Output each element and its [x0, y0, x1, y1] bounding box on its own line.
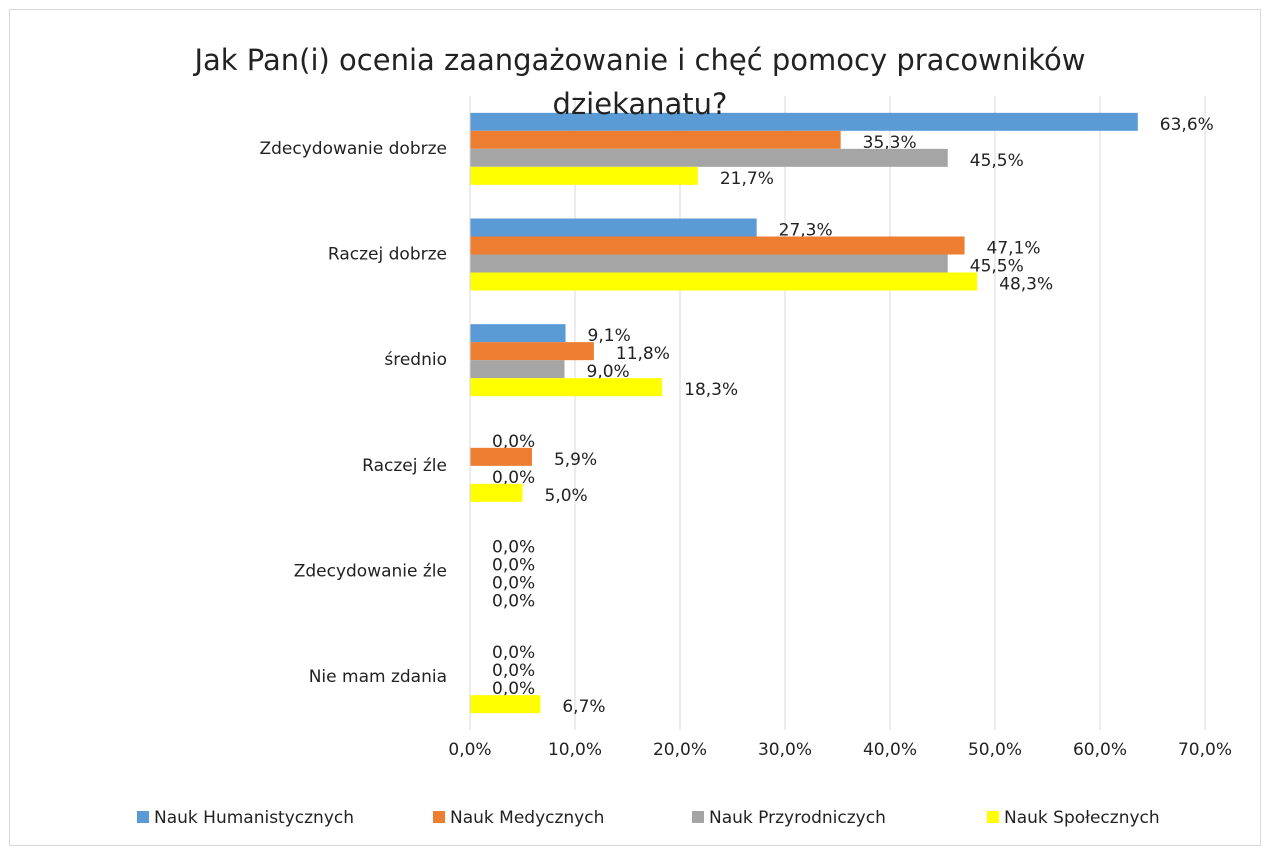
legend-swatch — [433, 811, 445, 823]
legend-label: Nauk Społecznych — [1004, 808, 1160, 828]
x-tick-label: 60,0% — [1073, 740, 1127, 760]
data-label: 0,0% — [492, 432, 535, 452]
y-tick-label: Raczej źle — [362, 456, 447, 476]
bar — [470, 483, 523, 502]
bar — [470, 112, 1138, 131]
data-label: 48,3% — [999, 275, 1053, 295]
legend-swatch — [137, 811, 149, 823]
data-label: 47,1% — [987, 239, 1041, 259]
legend-swatch — [692, 811, 704, 823]
data-label: 45,5% — [970, 257, 1024, 277]
x-tick-label: 30,0% — [758, 740, 812, 760]
data-label: 0,0% — [492, 661, 535, 681]
x-tick-label: 40,0% — [863, 740, 917, 760]
x-tick-label: 0,0% — [448, 740, 491, 760]
bar — [470, 272, 978, 291]
data-label: 21,7% — [720, 169, 774, 189]
x-tick-label: 50,0% — [968, 740, 1022, 760]
y-tick-label: Raczej dobrze — [328, 245, 447, 265]
data-label: 9,1% — [588, 326, 631, 346]
data-label: 5,0% — [545, 486, 588, 506]
data-label: 5,9% — [554, 450, 597, 470]
data-label: 27,3% — [779, 221, 833, 241]
y-tick-label: Zdecydowanie dobrze — [259, 139, 447, 159]
data-label: 11,8% — [616, 344, 670, 364]
bar — [470, 360, 565, 379]
y-tick-label: średnio — [384, 350, 447, 370]
x-tick-label: 10,0% — [548, 740, 602, 760]
data-label: 6,7% — [562, 697, 605, 717]
y-tick-label: Zdecydowanie źle — [294, 562, 447, 582]
data-label: 0,0% — [492, 468, 535, 488]
bar — [470, 342, 594, 361]
legend-swatch — [987, 811, 999, 823]
data-label: 0,0% — [492, 538, 535, 558]
data-label: 0,0% — [492, 592, 535, 612]
bar — [470, 695, 541, 714]
data-label: 35,3% — [863, 133, 917, 153]
data-label: 0,0% — [492, 679, 535, 699]
bar — [470, 324, 566, 343]
x-tick-label: 70,0% — [1178, 740, 1232, 760]
bar — [470, 166, 698, 185]
bar — [470, 447, 532, 466]
y-tick-label: Nie mam zdania — [309, 667, 447, 687]
data-label: 63,6% — [1160, 115, 1214, 135]
bar — [470, 254, 948, 273]
bar — [470, 218, 757, 237]
legend-label: Nauk Medycznych — [450, 808, 604, 828]
bar — [470, 148, 948, 167]
legend-label: Nauk Przyrodniczych — [709, 808, 886, 828]
data-label: 0,0% — [492, 574, 535, 594]
bar — [470, 130, 841, 149]
data-label: 45,5% — [970, 151, 1024, 171]
data-label: 9,0% — [587, 362, 630, 382]
legend-label: Nauk Humanistycznych — [154, 808, 354, 828]
data-label: 0,0% — [492, 643, 535, 663]
chart-title: Jak Pan(i) ocenia zaangażowanie i chęć p… — [194, 43, 1086, 121]
data-label: 18,3% — [684, 380, 738, 400]
data-label: 0,0% — [492, 556, 535, 576]
bar — [470, 378, 663, 397]
bar — [470, 236, 965, 255]
x-tick-label: 20,0% — [653, 740, 707, 760]
